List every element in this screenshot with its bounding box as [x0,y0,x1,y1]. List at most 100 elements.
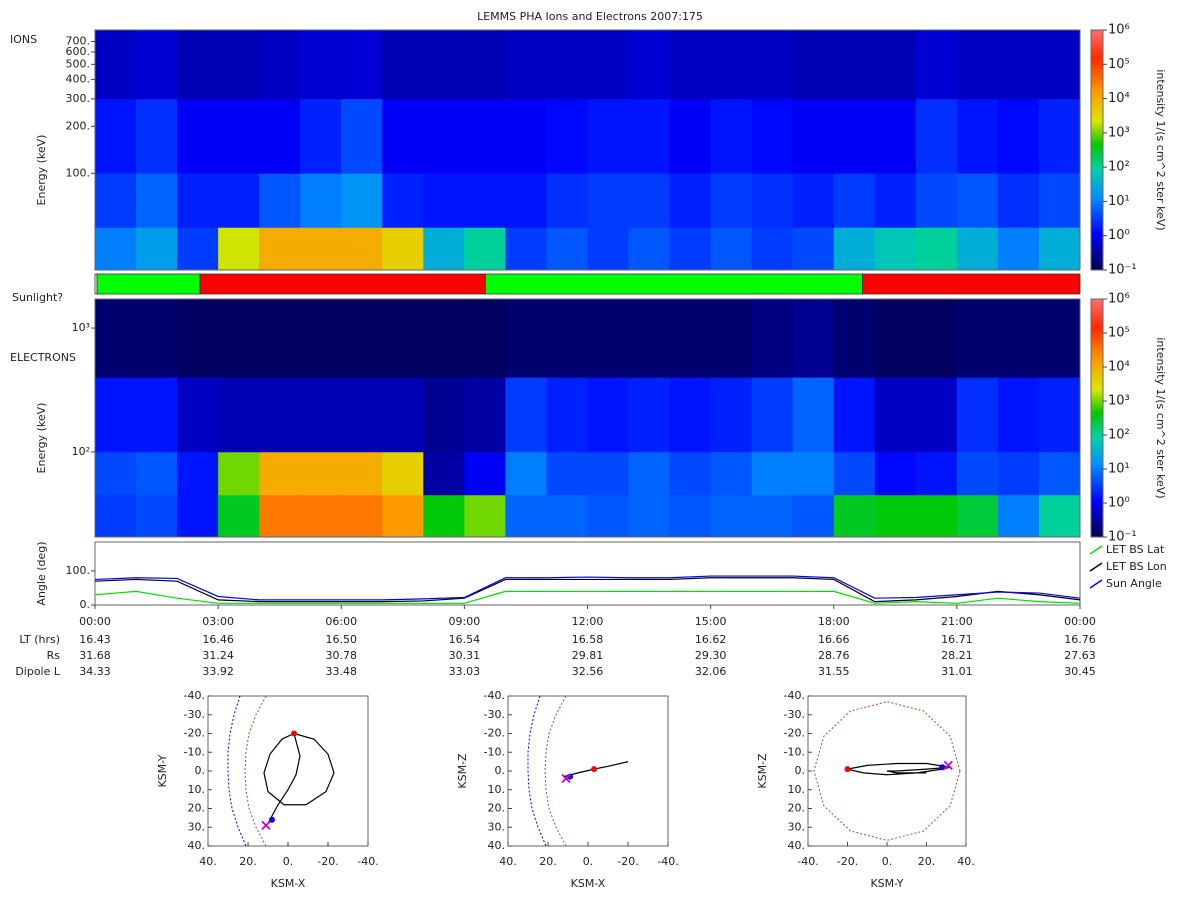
spectrogram-cell [259,227,301,271]
colorbar-tick-label: 10⁻¹ [1108,530,1137,545]
spectrogram-cell [423,173,465,228]
spectrogram-cell [587,494,629,538]
spectrogram-cell [546,98,588,174]
x-tick-label: 12:00 [572,615,604,628]
x-tick-label: 20. [918,855,936,868]
spectrogram-cell [546,451,588,496]
x-tick-label: -20. [837,855,858,868]
marker [269,816,275,823]
x-tick-label: -20. [617,855,638,868]
panel-label: ELECTRONS [10,351,76,364]
spectrogram-cell [792,494,835,538]
legend-swatch [1089,562,1103,572]
colorbar-tick-label: 10⁶ [1108,292,1130,307]
spectrogram-cell [628,98,670,174]
spectrogram-cell [136,173,178,228]
y-tick-label: 600. [66,45,91,58]
spectrogram-cell [423,299,465,378]
spectrogram-cell [792,377,835,453]
spectrogram-cell [628,377,670,453]
row-label: LT (hrs) [19,633,60,646]
spectrogram-cell [751,451,794,496]
angle-line [94,590,1081,604]
y-tick-label: 200. [66,119,91,132]
spectrogram-cell [956,227,999,271]
spectrogram-cell [423,451,465,496]
x-tick-label: 15:00 [695,615,727,628]
spectrogram-cell [792,299,835,378]
x-tick-label: 21:00 [941,615,973,628]
marker [943,760,953,771]
figure-title: LEMMS PHA Ions and Electrons 2007:175 [477,10,703,23]
x-tick-label: 40. [957,855,975,868]
spectrogram-cell [751,299,794,378]
spectrogram-cell [710,494,752,538]
angle-line [94,575,1081,601]
x-tick-label: -40. [357,855,378,868]
spectrogram-cell [874,377,917,453]
legend-label: LET BS Lon [1106,560,1167,573]
y-tick-label: 700. [66,35,91,48]
table-value: 16.50 [326,633,358,646]
table-value: 28.76 [818,649,850,662]
x-axis-title: KSM-Y [870,877,903,890]
trajectory [263,732,335,824]
table-value: 32.06 [695,665,727,678]
y-tick-label: 30. [488,820,506,833]
spectrogram-cell [464,377,506,453]
spectrogram-cell [95,494,137,538]
y-axis-title: KSM-Y [156,754,169,787]
table-value: 16.58 [572,633,604,646]
spectrogram-cell [177,173,219,228]
table-value: 32.56 [572,665,604,678]
spectrogram-cell [1038,299,1081,378]
spectrogram-cell [956,377,999,453]
marker [591,766,597,773]
spectrogram-cell [95,173,137,228]
spectrogram-cell [95,227,137,271]
x-tick-label: 0. [882,855,893,868]
plot-frame [207,695,369,847]
spectrogram-cell [382,494,424,538]
table-value: 30.78 [326,649,358,662]
spectrogram-cell [874,299,917,378]
table-value: 29.30 [695,649,727,662]
spectrogram-cell [1038,451,1081,496]
colorbar-tick-label: 10⁰ [1108,228,1130,243]
table-value: 16.76 [1064,633,1096,646]
x-tick-label: 18:00 [818,615,850,628]
spectrogram-cell [259,299,301,378]
y-tick-label: 40. [188,839,206,852]
y-tick-label: 0. [195,764,206,777]
table-value: 31.01 [941,665,973,678]
table-value: 16.71 [941,633,973,646]
spectrogram-cell [259,173,301,228]
legend-label: Sun Angle [1106,577,1162,590]
spectrogram-cell [710,299,752,378]
spectrogram-cell [587,451,629,496]
y-tick-label: -20. [184,727,205,740]
spectrogram-cell [300,377,342,453]
spectrogram-cell [341,451,383,496]
y-tick-label: 40. [788,839,806,852]
y-tick-label: 0. [80,598,91,611]
spectrogram-cell [751,98,794,174]
y-tick-label: -30. [184,708,205,721]
spectrogram-cell [751,227,794,271]
spectrogram-cell [874,494,917,538]
x-tick-label: 00:00 [79,615,111,628]
colorbar-tick-label: 10² [1108,160,1130,175]
plot-frame [94,29,1081,271]
spectrogram-cell [710,377,752,453]
y-tick-label: 20. [188,802,206,815]
spectrogram-cell [669,451,711,496]
y-axis-title: Energy (keV) [35,135,48,206]
spectrogram-cell [628,227,670,271]
spectrogram-cell [956,451,999,496]
marker [844,766,851,773]
spectrogram-cell [997,451,1040,496]
colorbar-tick-label: 10² [1108,428,1130,443]
spectrogram-cell [382,30,424,100]
spectrogram-cell [341,98,383,174]
spectrogram-cell [259,451,301,496]
